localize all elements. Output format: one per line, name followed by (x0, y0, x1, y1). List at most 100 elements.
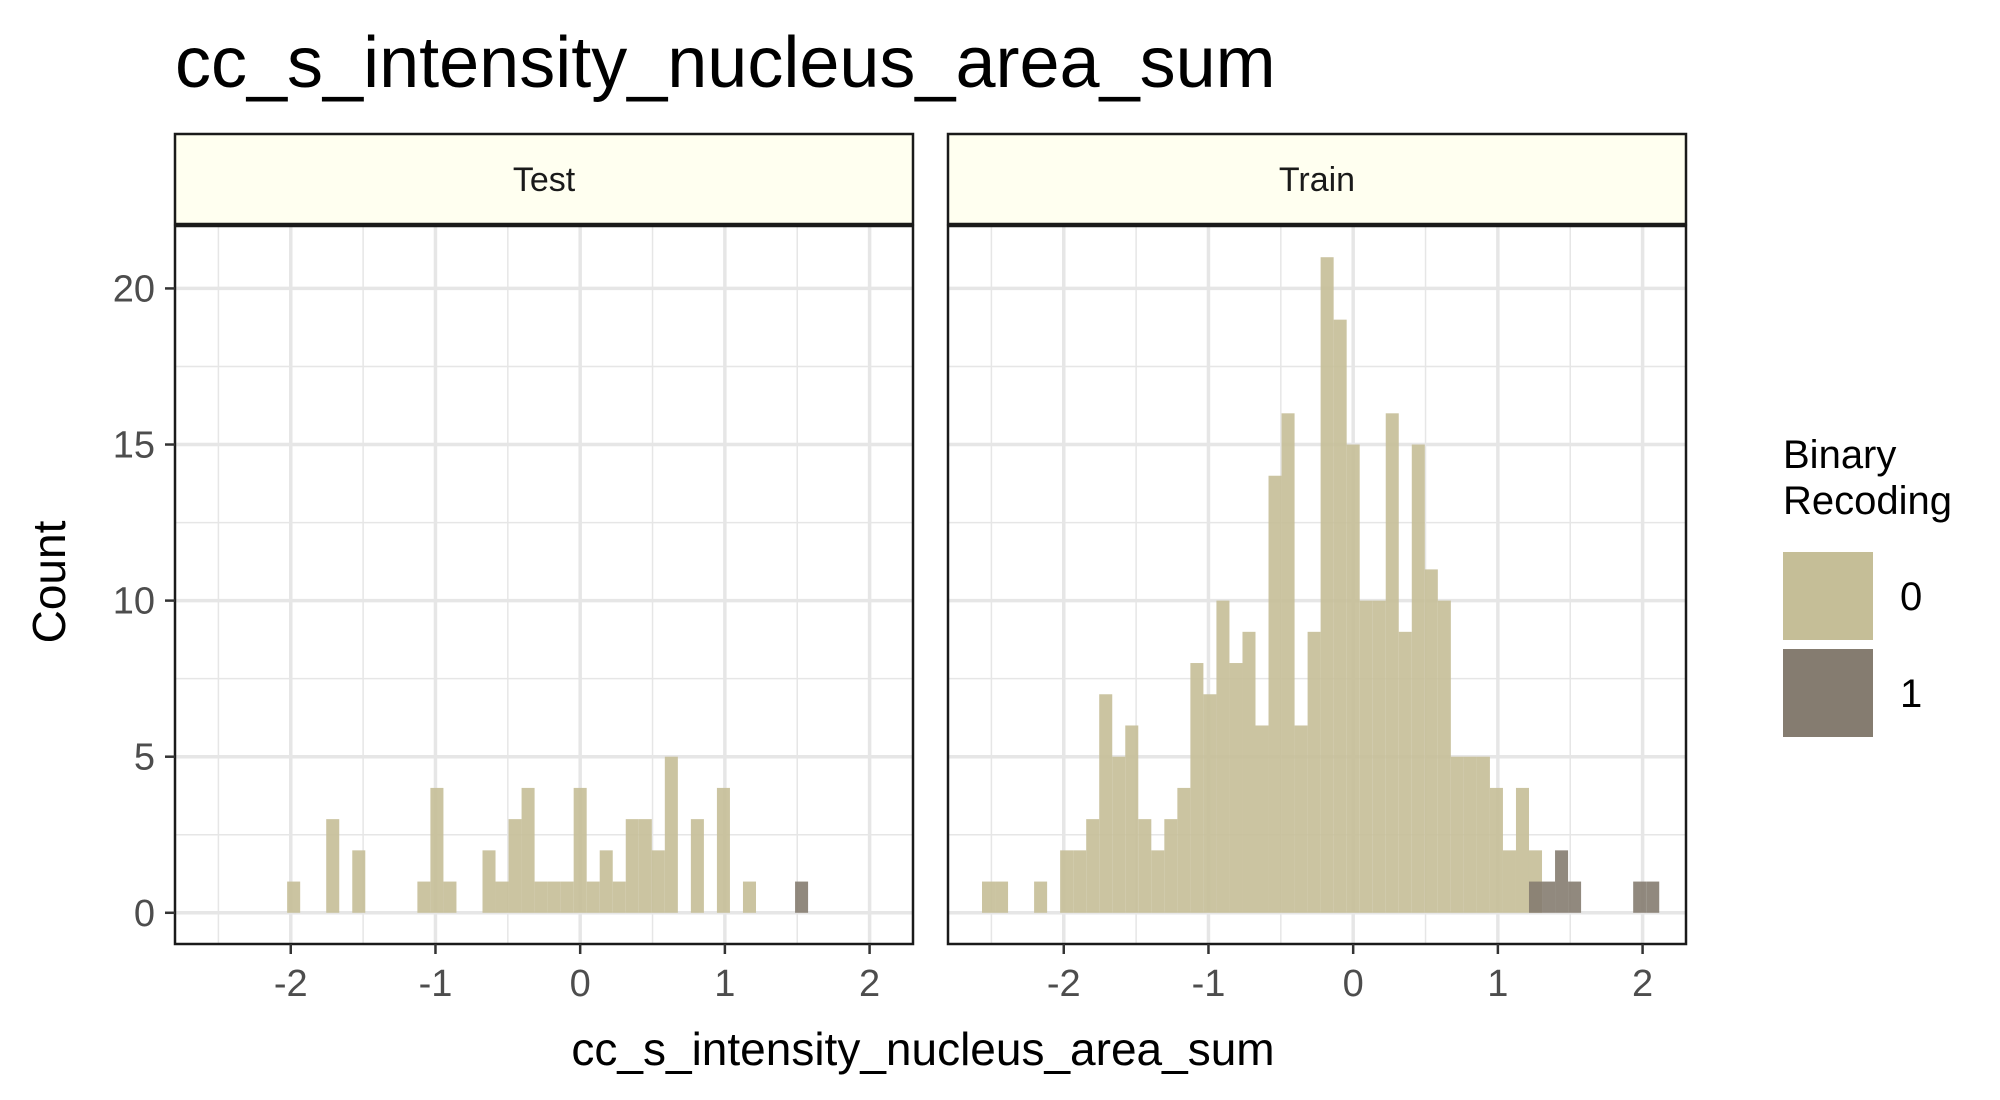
histogram-bar (1385, 413, 1399, 913)
histogram-bar (352, 850, 366, 913)
histogram-bar (1568, 881, 1582, 913)
histogram-bar (1450, 756, 1464, 913)
y-tick-label: 5 (134, 737, 155, 779)
histogram-bar (1112, 756, 1126, 913)
histogram-bar (1242, 631, 1256, 913)
y-tick-label: 20 (113, 268, 155, 310)
histogram-bar (690, 819, 704, 913)
y-tick-label: 10 (113, 581, 155, 623)
histogram-bar (443, 881, 457, 913)
histogram-bar (1060, 850, 1074, 913)
histogram-bar (287, 881, 301, 913)
histogram-bar (664, 756, 678, 913)
histogram-bar (1463, 756, 1477, 913)
histogram-bar (495, 881, 509, 913)
histogram-bar (995, 881, 1009, 913)
histogram-bar (651, 850, 665, 913)
histogram-bar (1437, 600, 1451, 913)
histogram-bar (1164, 819, 1178, 913)
histogram-bar (638, 819, 652, 913)
histogram-bar (482, 850, 496, 913)
legend-title: Binary (1783, 433, 1896, 477)
x-tick-label: 0 (1343, 963, 1364, 1005)
histogram-bar (982, 881, 996, 913)
x-tick-label: 2 (859, 963, 880, 1005)
x-tick-label: 1 (1487, 963, 1508, 1005)
y-tick-label: 15 (113, 425, 155, 467)
x-tick-label: -2 (1047, 963, 1081, 1005)
histogram-bar (1489, 787, 1503, 913)
panel-train: Train -2 -1 0 1 2 (946, 132, 1688, 1005)
plot-background (175, 226, 913, 944)
histogram-bar (716, 787, 730, 913)
histogram-bar (430, 787, 444, 913)
x-tick-label: -1 (1192, 963, 1226, 1005)
panel-border (173, 224, 915, 946)
histogram-bar (1411, 444, 1425, 913)
histogram-bar (1372, 600, 1386, 913)
x-tick-label: 0 (570, 963, 591, 1005)
histogram-bar (1515, 787, 1529, 913)
histogram-bar (1229, 663, 1243, 913)
histogram-bar (612, 881, 626, 913)
histogram-bar (1138, 819, 1152, 913)
histogram-bar (547, 881, 561, 913)
histogram-bar (742, 881, 756, 913)
histogram-bar (1646, 881, 1660, 913)
legend-label: 0 (1900, 575, 1922, 619)
histogram-bar (1320, 257, 1334, 913)
histogram-bar (586, 881, 600, 913)
histogram-bar (1086, 819, 1100, 913)
x-tick-label: 1 (714, 963, 735, 1005)
histogram-bar (625, 819, 639, 913)
histogram-bar (1125, 725, 1139, 913)
histogram-bar (1177, 787, 1191, 913)
legend-key (1783, 649, 1873, 737)
histogram-bar (1476, 756, 1490, 913)
y-tick-label: 0 (134, 893, 155, 935)
histogram-bar (1190, 663, 1204, 913)
histogram-bar (417, 881, 431, 913)
legend-label: 1 (1900, 672, 1922, 716)
histogram-bar (560, 881, 574, 913)
histogram-bar (1281, 413, 1295, 913)
legend-title: Recoding (1783, 479, 1952, 523)
histogram-bar (1502, 850, 1516, 913)
histogram-bar (795, 881, 809, 913)
histogram-bar (1203, 694, 1217, 913)
facet-strip (946, 132, 1688, 226)
x-tick-label: -1 (419, 963, 453, 1005)
histogram-bar (1424, 569, 1438, 913)
histogram-bar (1398, 631, 1412, 913)
facet-strip-label: Test (513, 161, 576, 199)
histogram-bar (1034, 881, 1048, 913)
histogram-bar (599, 850, 613, 913)
histogram-bar (1359, 600, 1373, 913)
legend-key (1783, 552, 1873, 640)
facet-strip-label: Train (1279, 161, 1355, 199)
histogram-bar (326, 819, 340, 913)
facet-strip (173, 132, 915, 226)
histogram-bar (1333, 319, 1347, 913)
histogram-bar (1268, 475, 1282, 913)
histogram-bar (1346, 444, 1360, 913)
histogram-bar (1294, 725, 1308, 913)
histogram-bar (1216, 600, 1230, 913)
histogram-bar (508, 819, 522, 913)
histogram-bar (1528, 881, 1543, 913)
histogram-bar (1633, 881, 1647, 913)
x-axis-title: cc_s_intensity_nucleus_area_sum (571, 1023, 1274, 1075)
histogram-bar (1307, 631, 1321, 913)
histogram-bar (1555, 850, 1569, 913)
histogram-bar (1255, 725, 1269, 913)
x-tick-label: -2 (274, 963, 308, 1005)
x-tick-label: 2 (1632, 963, 1653, 1005)
y-axis-title: Count (23, 520, 75, 643)
histogram-bar (1099, 694, 1113, 913)
histogram-bar (521, 787, 535, 913)
histogram-bar (573, 787, 587, 913)
